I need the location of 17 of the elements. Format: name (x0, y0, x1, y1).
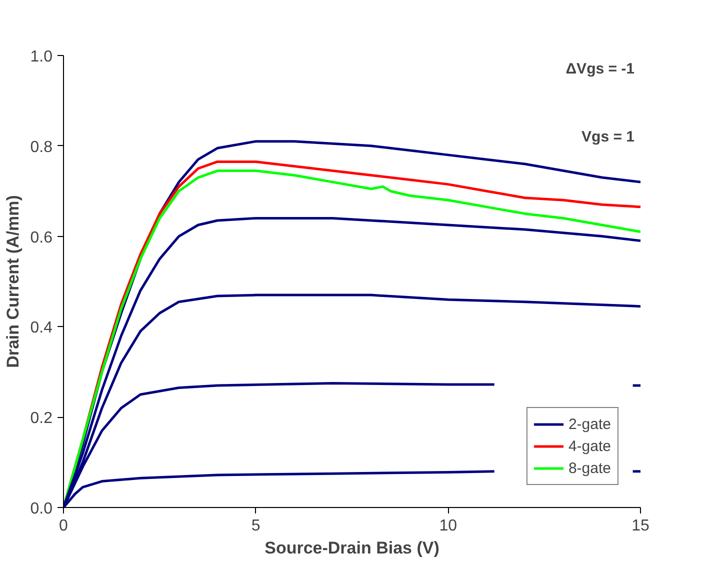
annotation: Vgs = 1 (582, 128, 635, 146)
y-tick-label: 0.2 (30, 410, 53, 428)
y-tick-label: 0.4 (30, 320, 53, 337)
legend-label: 4-gate (568, 438, 611, 454)
y-tick-label: 0.0 (30, 500, 53, 518)
x-axis-title: Source-Drain Bias (V) (264, 538, 440, 558)
x-tick-label: 10 (439, 518, 458, 534)
annotation: ΔVgs = -1 (566, 60, 635, 78)
y-axis-title: Drain Current (A/mm) (3, 195, 22, 368)
y-tick-label: 0.6 (30, 229, 53, 246)
y-tick-label: 1.0 (30, 48, 53, 66)
legend-label: 2-gate (568, 416, 611, 432)
x-tick-label: 5 (251, 518, 260, 534)
legend-label: 8-gate (568, 460, 611, 476)
x-tick-label: 15 (632, 518, 650, 534)
x-tick-label: 0 (59, 518, 68, 534)
y-tick-label: 0.8 (30, 138, 53, 156)
